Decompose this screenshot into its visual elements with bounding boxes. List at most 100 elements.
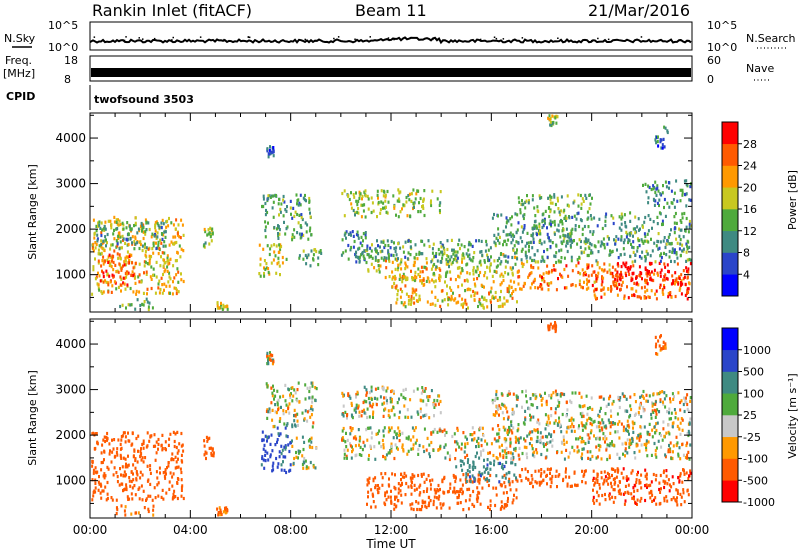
data-cell — [528, 432, 531, 436]
data-cell — [419, 196, 422, 201]
data-cell — [475, 239, 478, 243]
data-cell — [640, 296, 642, 300]
data-cell — [395, 253, 398, 257]
data-cell — [314, 386, 317, 390]
data-cell — [277, 256, 280, 260]
data-cell — [450, 288, 453, 292]
data-cell — [402, 388, 405, 392]
data-cell — [157, 286, 160, 290]
data-cell — [140, 447, 142, 451]
data-cell — [464, 298, 467, 302]
data-cell — [472, 268, 475, 273]
data-cell — [506, 289, 509, 293]
nsky-dot — [142, 38, 144, 40]
data-cell — [216, 306, 219, 310]
data-cell — [540, 403, 543, 407]
data-cell — [399, 246, 402, 250]
data-cell — [688, 245, 691, 249]
data-cell — [625, 235, 628, 239]
data-cell — [397, 482, 400, 486]
data-cell — [633, 421, 636, 425]
data-cell — [670, 242, 673, 246]
data-cell — [483, 458, 485, 462]
data-cell — [270, 244, 273, 248]
data-cell — [493, 269, 496, 273]
data-cell — [633, 489, 636, 493]
data-cell — [659, 398, 662, 402]
radar-title: Rankin Inlet (fitACF) — [92, 1, 252, 20]
data-cell — [138, 497, 141, 501]
data-cell — [620, 273, 623, 277]
data-cell — [532, 415, 535, 419]
data-cell — [589, 202, 592, 206]
data-cell — [624, 447, 627, 451]
data-cell — [299, 236, 302, 240]
data-cell — [384, 243, 387, 248]
data-cell — [91, 498, 94, 502]
data-cell — [372, 415, 374, 419]
data-cell — [379, 250, 382, 254]
data-cell — [364, 249, 367, 253]
data-cell — [584, 441, 587, 446]
data-cell — [506, 233, 509, 237]
data-cell — [512, 498, 515, 502]
data-cell — [567, 233, 569, 237]
data-cell — [613, 284, 616, 288]
data-cell — [500, 213, 503, 217]
data-cell — [375, 432, 378, 436]
data-cell — [618, 282, 621, 286]
data-cell — [426, 487, 429, 491]
data-cell — [267, 221, 269, 225]
data-cell — [112, 275, 115, 279]
data-cell — [514, 435, 517, 439]
data-cell — [109, 263, 112, 267]
data-cell — [439, 399, 442, 404]
data-cell — [390, 449, 393, 453]
data-cell — [425, 505, 428, 510]
data-cell — [263, 466, 266, 470]
data-cell — [105, 244, 107, 248]
data-cell — [639, 403, 642, 407]
data-cell — [595, 288, 598, 292]
data-cell — [272, 200, 275, 204]
data-cell — [611, 402, 614, 406]
data-cell — [166, 256, 169, 260]
data-cell — [180, 453, 183, 457]
data-cell — [677, 417, 680, 421]
data-cell — [581, 197, 584, 201]
data-cell — [610, 421, 613, 425]
data-cell — [571, 215, 574, 219]
data-cell — [127, 454, 129, 458]
data-cell — [267, 362, 270, 366]
data-cell — [646, 239, 649, 243]
data-cell — [270, 433, 273, 437]
data-cell — [646, 454, 649, 458]
data-cell — [436, 298, 439, 302]
data-cell — [664, 405, 667, 409]
data-cell — [605, 437, 608, 441]
data-cell — [465, 263, 468, 267]
colorbar-swatch — [722, 187, 738, 210]
data-cell — [569, 484, 572, 488]
data-cell — [671, 274, 674, 278]
data-cell — [274, 443, 277, 447]
data-cell — [682, 453, 685, 457]
data-cell — [593, 280, 596, 284]
data-cell — [635, 478, 638, 482]
data-cell — [584, 469, 587, 473]
data-cell — [453, 432, 456, 436]
data-cell — [271, 150, 274, 154]
data-cell — [688, 431, 691, 435]
data-cell — [410, 507, 413, 511]
data-cell — [152, 508, 155, 512]
data-cell — [571, 227, 574, 231]
data-cell — [621, 442, 624, 446]
data-cell — [348, 394, 351, 398]
data-cell — [600, 288, 603, 292]
data-cell — [645, 441, 648, 445]
data-cell — [273, 388, 275, 392]
data-cell — [350, 202, 353, 206]
data-cell — [117, 236, 120, 241]
data-cell — [393, 503, 396, 507]
